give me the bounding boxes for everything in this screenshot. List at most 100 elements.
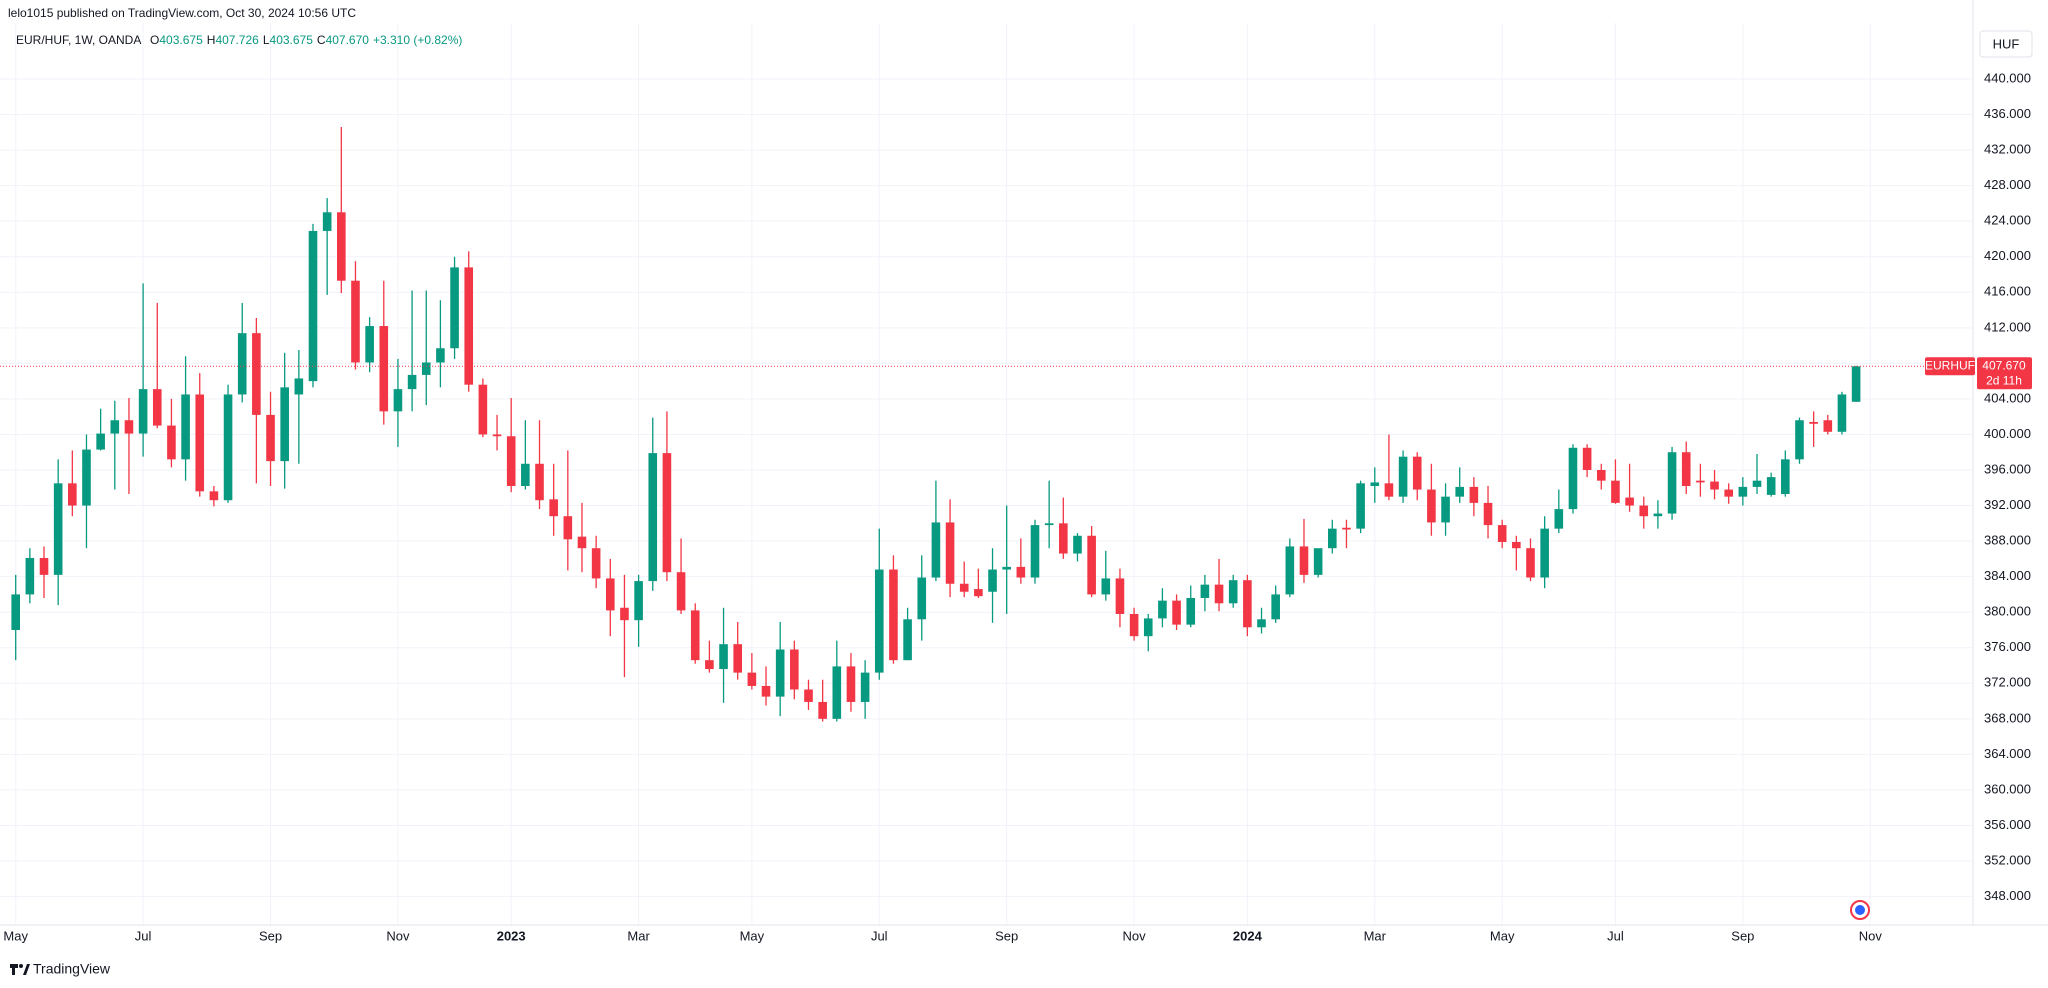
candle-body: [1356, 483, 1365, 529]
candle-body: [53, 483, 63, 575]
currency-button[interactable]: [1979, 30, 2033, 58]
candle-body: [1696, 480, 1705, 483]
candle-body: [195, 394, 205, 492]
candle-body: [931, 522, 941, 578]
candle-body: [1427, 489, 1436, 523]
candle-body: [1158, 600, 1167, 619]
grid: [0, 23, 1972, 925]
candle-body: [39, 557, 49, 575]
candle-body: [506, 436, 516, 486]
x-tick-label: Jul: [135, 928, 152, 943]
candle-body: [1285, 546, 1295, 595]
candle-body: [521, 463, 530, 486]
price-tag: [1977, 357, 2032, 390]
candle-body: [634, 581, 643, 621]
candle-body: [1313, 548, 1323, 575]
candle-body: [1823, 420, 1833, 432]
x-tick-label: Nov: [386, 928, 410, 943]
candle-body: [1667, 452, 1677, 514]
candle-body: [945, 522, 955, 584]
y-tick-label: 440.000: [1984, 70, 2031, 85]
candle-body: [1710, 481, 1719, 490]
candle-body: [1653, 513, 1663, 517]
y-tick-label: 364.000: [1984, 746, 2031, 761]
x-tick-label: Nov: [1859, 928, 1883, 943]
x-tick-label: Sep: [1731, 928, 1754, 943]
candle-body: [1568, 447, 1578, 510]
candle-body: [549, 499, 558, 517]
candle-body: [1554, 509, 1564, 529]
candle-body: [25, 557, 35, 595]
candle-body: [1328, 528, 1337, 549]
y-tick-label: 404.000: [1984, 390, 2031, 405]
candle-body: [832, 666, 842, 719]
candle-body: [1625, 497, 1634, 506]
candle-body: [1851, 366, 1861, 402]
y-tick-label: 420.000: [1984, 248, 2031, 263]
x-tick-label: 2024: [1233, 928, 1263, 943]
candle-body: [917, 577, 927, 620]
candles: [0, 126, 1972, 722]
candle-body: [903, 619, 912, 661]
candle-body: [68, 483, 77, 506]
candle-body: [775, 649, 785, 697]
ohlc-value: 403.675: [159, 33, 203, 47]
candle-body: [96, 433, 105, 450]
candle-body: [620, 607, 629, 621]
y-tick-label: 388.000: [1984, 533, 2031, 548]
candle-body: [1228, 580, 1238, 604]
candle-body: [1639, 505, 1649, 517]
candle-body: [1540, 528, 1549, 578]
candle-body: [1738, 486, 1748, 497]
candle-body: [1512, 541, 1521, 549]
candle-body: [1611, 480, 1620, 503]
candle-body: [1186, 597, 1196, 625]
y-tick-label: 416.000: [1984, 284, 2031, 299]
candle-body: [889, 569, 898, 661]
candle-body: [818, 701, 827, 719]
candle-body: [1115, 578, 1125, 614]
candle-body: [308, 230, 318, 382]
candle-body: [223, 394, 233, 501]
candle-body: [605, 578, 615, 611]
y-tick-label: 368.000: [1984, 710, 2031, 725]
candle-body: [1752, 480, 1762, 487]
candle-body: [1837, 394, 1847, 432]
candle-body: [1271, 594, 1280, 620]
change: +3.310 (+0.82%): [372, 33, 463, 47]
y-tick-label: 360.000: [1984, 781, 2031, 796]
candle-body: [1087, 535, 1096, 595]
candle-body: [1101, 578, 1111, 595]
candle-body: [959, 583, 969, 592]
y-tick-label: 380.000: [1984, 604, 2031, 619]
symbol-tag-label: EURHUF: [1925, 358, 1975, 372]
candle-body: [1342, 527, 1351, 530]
candle-body: [464, 267, 474, 385]
x-tick-label: Sep: [995, 928, 1018, 943]
x-tick-label: Sep: [259, 928, 282, 943]
candle-body: [1412, 456, 1422, 490]
candle-body: [1766, 477, 1776, 495]
candle-body: [110, 420, 120, 434]
candle-body: [365, 326, 374, 363]
candle-body: [846, 666, 856, 702]
y-tick-label: 396.000: [1984, 461, 2031, 476]
candle-body: [1172, 600, 1181, 625]
countdown-label: 2d 11h: [1986, 373, 2022, 387]
candle-body: [577, 536, 587, 549]
footer-brand: TradingView: [33, 961, 111, 977]
candle-body: [761, 685, 771, 697]
candle-body: [662, 453, 672, 573]
candle-body: [1809, 422, 1818, 424]
symbol-tag: [1925, 357, 1975, 376]
y-tick-label: 376.000: [1984, 639, 2031, 654]
candle-body: [436, 348, 445, 363]
ohlc-value: 407.726: [215, 33, 259, 47]
candle-body: [988, 569, 997, 592]
ohlc-key: C: [316, 33, 326, 47]
candle-body: [181, 394, 190, 460]
candle-body: [421, 362, 431, 375]
candle-body: [1795, 420, 1804, 460]
candle-body: [266, 414, 275, 462]
